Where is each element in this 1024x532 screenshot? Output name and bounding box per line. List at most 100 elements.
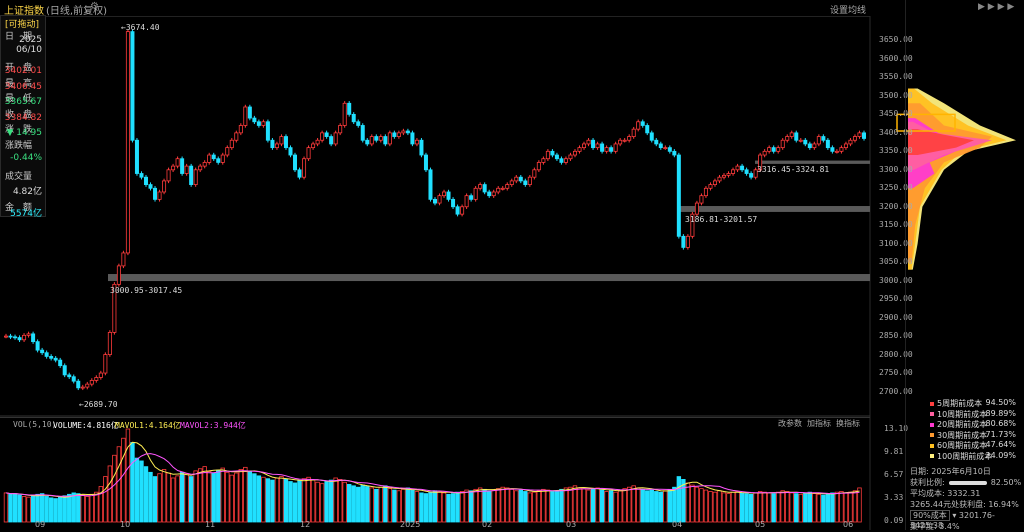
y-tick-label: 3250.00 [879, 183, 913, 193]
candle-body [80, 386, 85, 389]
volume-bar [785, 491, 790, 523]
volume-bar [554, 490, 560, 523]
volume-bar [559, 488, 564, 523]
x-tick-label: 10 [120, 520, 131, 529]
candle-body [762, 150, 767, 156]
volume-bar [17, 494, 22, 523]
volume-bar [667, 488, 673, 523]
volume-bar [387, 488, 393, 523]
candle-body [586, 139, 591, 145]
candle-body [31, 333, 36, 343]
candle-body [44, 352, 49, 357]
x-tick-label: 04 [672, 520, 683, 529]
info-label: 收 盘 [5, 109, 33, 120]
volume-bar [631, 485, 636, 523]
candle-body [107, 331, 112, 355]
stat-profit: 获利比例: 82.50% [910, 478, 1022, 487]
volume-bar [423, 493, 429, 523]
volume-bar [812, 493, 817, 523]
volume-bar [748, 493, 754, 523]
volume-bar [346, 483, 352, 523]
volume-bar [473, 488, 478, 523]
candle-body [460, 206, 465, 215]
volume-bar [283, 479, 289, 523]
volume-bar [798, 493, 803, 523]
change-indicator-link[interactable]: 换指标 [836, 419, 860, 428]
stat-avg-cost: 平均成本: 3332.31 [910, 489, 981, 498]
volume-bar [816, 493, 822, 523]
volume-bar [496, 488, 501, 523]
legend-pct: 24.09% [985, 450, 1016, 460]
candle-body [243, 106, 248, 126]
volume-bar [157, 473, 162, 523]
candle-body [98, 372, 103, 378]
candle-body [712, 180, 717, 185]
volume-bar [572, 485, 578, 523]
volume-bar [536, 490, 542, 523]
volume-bar [699, 488, 704, 523]
volume-bar [794, 493, 799, 523]
info-panel[interactable]: [可拖动] 日 期 2025 06/10 开 盘 3402.01 最 高 3406.45 最 … [0, 15, 46, 219]
candle-body [17, 337, 22, 341]
panel-tools-icon[interactable]: ▶ ▶ ▶ ▶ [978, 2, 1015, 12]
volume-bar [279, 476, 284, 523]
candle-body [749, 173, 754, 178]
y-tick-label: 3450.00 [879, 109, 913, 119]
volume-bar [44, 496, 49, 523]
legend-label: 5周期前成本 [937, 399, 983, 408]
candle-body [609, 147, 614, 152]
volume-bar [735, 491, 740, 523]
cost-select[interactable]: 90%成本 [910, 510, 950, 521]
candle-body [8, 335, 13, 338]
support-zone [680, 206, 870, 212]
edit-params-link[interactable]: 改参数 [778, 419, 802, 428]
y-tick-label: 3600.00 [879, 53, 913, 63]
candle-body [776, 147, 781, 152]
volume-bar [414, 491, 420, 523]
volume-bar [568, 486, 573, 523]
candle-body [803, 139, 808, 145]
candle-body [166, 169, 171, 182]
stat-date: 日期: 2025年6月10日 [910, 467, 991, 476]
candle-body [726, 173, 731, 176]
volume-bar [116, 446, 122, 523]
stat-concentration: 集中度: 3.4% [910, 522, 960, 531]
gear-icon[interactable]: ⚙ [90, 1, 99, 12]
candle-body [631, 128, 636, 137]
support-zone [755, 160, 870, 164]
ma-settings-button[interactable]: 设置均线 [830, 6, 867, 16]
legend-label: 100周期前成本 [937, 451, 993, 461]
candle-body [143, 176, 148, 185]
candle-body [67, 374, 72, 378]
candle-body [351, 113, 356, 123]
candle-body [428, 169, 433, 200]
volume-bar [360, 484, 365, 523]
legend-swatch [930, 433, 934, 437]
candle-body [76, 380, 81, 389]
add-indicator-link[interactable]: 加指标 [807, 419, 831, 428]
cost-legend-item: 30周期前成本 71.73% [930, 430, 1016, 441]
candle-body [256, 121, 261, 126]
candle-body [541, 158, 546, 163]
vol-volume: VOLUME:4.816亿 [53, 421, 119, 430]
candle-body [455, 206, 460, 215]
volume-bar [274, 477, 280, 523]
volume-bar [446, 493, 451, 523]
candle-body [347, 102, 352, 115]
candle-body [234, 132, 239, 141]
volume-bar [581, 488, 587, 523]
zone-label-2: 3186.81-3201.57 [685, 215, 758, 224]
volume-bar [545, 489, 551, 523]
volume-bar [527, 492, 533, 523]
legend-swatch [930, 401, 934, 406]
y-tick-label: 3150.00 [879, 220, 913, 230]
volume-bar [225, 471, 230, 523]
volume-bar [130, 442, 135, 523]
volume-bar [482, 488, 487, 523]
candle-body [816, 136, 821, 145]
info-value: 2025 [19, 35, 42, 45]
candle-body [71, 376, 76, 382]
candle-body [329, 136, 334, 145]
legend-label: 60周期前成本 [937, 441, 988, 450]
